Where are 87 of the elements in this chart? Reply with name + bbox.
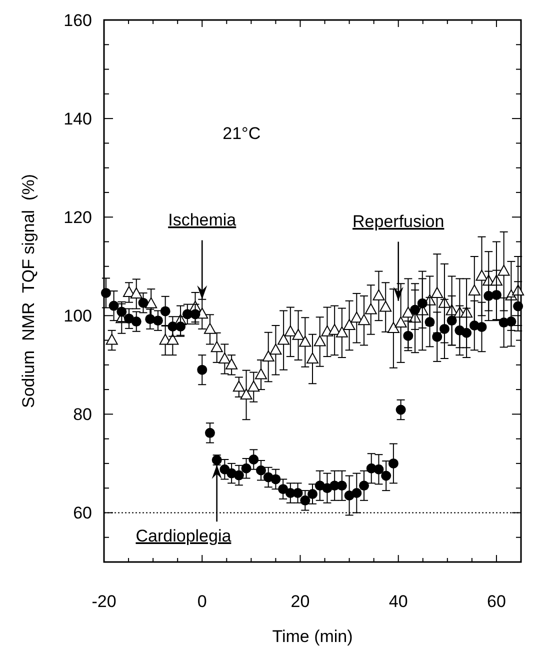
point (431, 286, 444, 298)
point (262, 350, 274, 362)
point (498, 264, 510, 276)
point (394, 316, 407, 328)
point (100, 288, 111, 298)
point (278, 334, 290, 345)
point (254, 368, 267, 380)
point (513, 301, 524, 312)
y-axis-title: Sodium NMR TQF signal (%) (19, 174, 38, 408)
point (374, 464, 384, 474)
point (364, 303, 377, 314)
y-tick-label: 100 (64, 306, 92, 326)
point (358, 314, 370, 326)
point (468, 284, 480, 296)
point (248, 454, 259, 465)
point (284, 325, 296, 336)
point (241, 463, 252, 474)
point (314, 335, 326, 346)
point (462, 328, 472, 338)
point (204, 428, 215, 438)
point (240, 388, 252, 400)
point (292, 488, 303, 498)
point (168, 321, 178, 332)
annotation: Cardioplegia (136, 526, 232, 546)
x-tick-label: -20 (92, 592, 116, 611)
point (372, 289, 385, 300)
point (387, 322, 400, 333)
point (131, 316, 142, 327)
point (130, 287, 142, 298)
point (336, 326, 348, 338)
point (270, 474, 281, 484)
x-tick-label: 20 (290, 592, 310, 611)
point (256, 465, 266, 476)
point (299, 336, 312, 347)
point (292, 328, 304, 340)
point (232, 380, 245, 392)
y-tick-label: 60 (73, 504, 92, 523)
annotation: Reperfusion (352, 212, 444, 231)
point (204, 322, 216, 334)
x-tick-label: 40 (388, 592, 408, 611)
point (160, 306, 170, 316)
point (352, 488, 362, 498)
point (306, 352, 318, 364)
point (417, 298, 428, 308)
point (336, 480, 347, 491)
annotation: Ischemia (168, 210, 237, 230)
point (439, 324, 450, 334)
point (190, 309, 200, 320)
y-tick-label: 140 (64, 110, 92, 129)
point (300, 495, 310, 506)
point (388, 458, 398, 468)
point (197, 364, 208, 375)
point (278, 484, 288, 494)
x-tick-label: 60 (487, 592, 506, 611)
y-tick-label: 160 (64, 11, 92, 30)
point (343, 318, 356, 330)
point (432, 332, 442, 342)
point (491, 290, 502, 300)
point (403, 330, 414, 341)
point (116, 306, 127, 317)
point (402, 306, 414, 318)
point (248, 380, 260, 392)
x-axis-title: Time (min) (272, 627, 353, 646)
point (380, 300, 392, 312)
point (476, 322, 487, 332)
point (152, 316, 163, 326)
x-tick-label: 0 (197, 592, 207, 611)
point (270, 344, 282, 355)
point (226, 358, 238, 370)
point (359, 480, 370, 491)
point (218, 352, 231, 364)
point (106, 334, 118, 345)
point (210, 341, 223, 352)
point (234, 470, 244, 480)
annotation: 21°C (222, 124, 261, 144)
point (108, 300, 119, 311)
point (138, 298, 148, 308)
point (446, 316, 457, 326)
point (410, 304, 420, 315)
point (381, 470, 392, 481)
point (396, 404, 406, 415)
point (506, 316, 516, 327)
point (176, 321, 186, 332)
y-tick-label: 80 (73, 405, 92, 424)
y-tick-label: 120 (64, 208, 92, 228)
point (308, 489, 318, 500)
point (476, 270, 488, 281)
